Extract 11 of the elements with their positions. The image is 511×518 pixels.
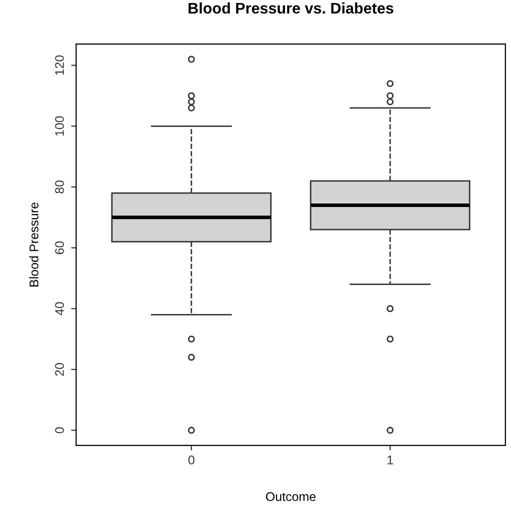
y-tick-label: 120 (55, 55, 64, 75)
y-axis-title: Blood Pressure (29, 202, 38, 286)
y-tick-label: 80 (55, 180, 64, 194)
chart-title: Blood Pressure vs. Diabetes (188, 2, 394, 14)
x-tick-label: 1 (388, 456, 393, 464)
y-tick-label: 60 (55, 241, 64, 254)
y-tick-label: 100 (55, 116, 64, 136)
x-axis-title: Outcome (266, 492, 316, 502)
y-tick-label: 20 (55, 362, 64, 376)
y-tick-label: 40 (55, 302, 64, 316)
y-tick-label: 0 (55, 427, 64, 434)
